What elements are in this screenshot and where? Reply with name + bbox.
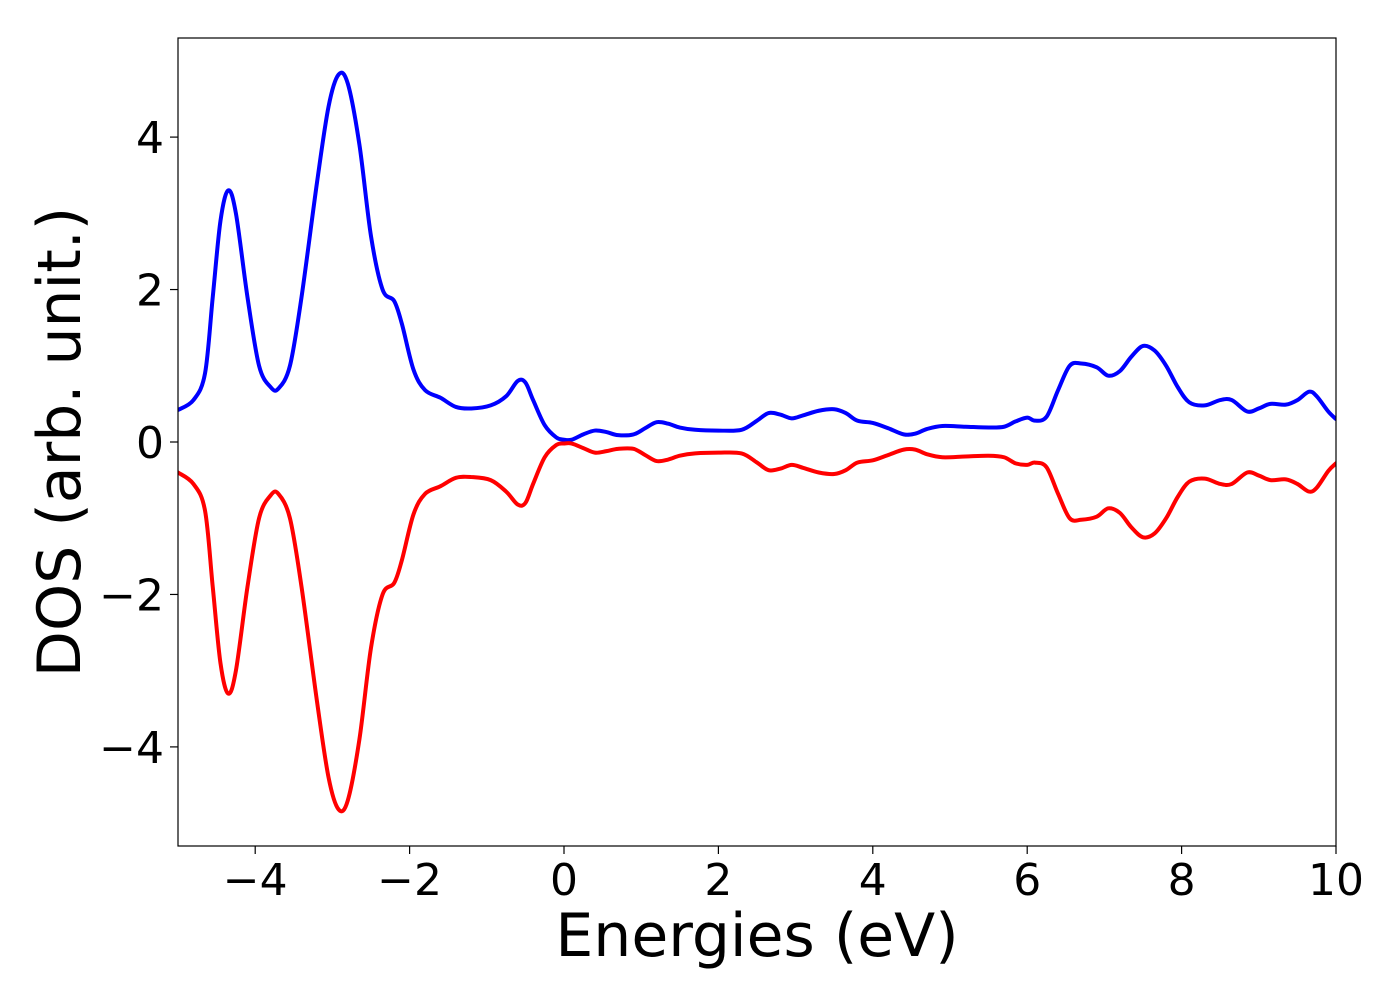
series-line-2 <box>178 441 1336 814</box>
series-group <box>178 70 1336 814</box>
y-tick-label: 0 <box>136 418 164 469</box>
x-tick-label: 4 <box>859 855 887 906</box>
x-tick-label: 0 <box>550 855 578 906</box>
y-axis-ticks: −4 −2 0 2 4 <box>99 113 178 774</box>
y-axis-label: DOS (arb. unit.) <box>25 207 95 677</box>
y-tick-label: 4 <box>136 113 164 164</box>
x-tick-label: 10 <box>1308 855 1364 906</box>
y-tick-label: −4 <box>99 723 164 774</box>
x-tick-label: 2 <box>704 855 732 906</box>
x-tick-label: 8 <box>1168 855 1196 906</box>
x-tick-label: 6 <box>1013 855 1041 906</box>
x-tick-label: −4 <box>223 855 288 906</box>
x-tick-label: −2 <box>377 855 442 906</box>
y-tick-label: −2 <box>99 570 164 621</box>
x-axis-label: Energies (eV) <box>555 901 958 971</box>
series-line-1 <box>178 70 1336 443</box>
y-tick-label: 2 <box>136 266 164 317</box>
x-axis-ticks: −4 −2 0 2 4 6 8 10 <box>223 846 1364 906</box>
